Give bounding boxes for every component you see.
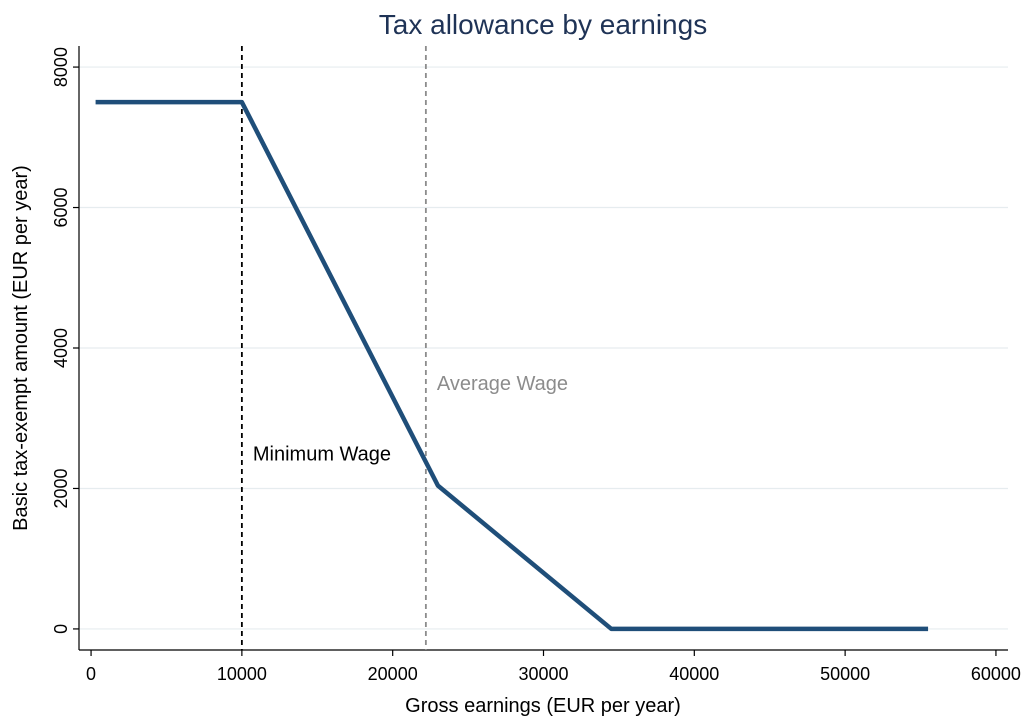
x-tick-label: 0: [86, 664, 96, 684]
chart-title: Tax allowance by earnings: [379, 9, 707, 40]
x-tick-label: 50000: [820, 664, 870, 684]
reference-line-label: Average Wage: [437, 373, 568, 395]
y-tick-label: 0: [51, 624, 71, 634]
y-tick-label: 8000: [51, 47, 71, 87]
x-tick-label: 30000: [518, 664, 568, 684]
x-tick-label: 10000: [217, 664, 267, 684]
series-line: [95, 99, 929, 632]
y-axis-label: Basic tax-exempt amount (EUR per year): [10, 165, 32, 531]
axes: 0 2000 4000 6000 8000 0 10000 20000 30000 40000 50…: [51, 46, 1021, 684]
y-tick-label: 4000: [51, 328, 71, 368]
y-tick-label: 6000: [51, 188, 71, 228]
y-tick-label: 2000: [51, 468, 71, 508]
reference-lines: Minimum Wage Average Wage: [240, 46, 568, 650]
reference-line-label: Minimum Wage: [253, 443, 391, 465]
grid-lines: [79, 66, 1008, 630]
data-series: [95, 99, 929, 632]
x-tick-label: 20000: [368, 664, 418, 684]
x-axis-label: Gross earnings (EUR per year): [405, 695, 681, 717]
x-tick-label: 60000: [971, 664, 1021, 684]
x-tick-label: 40000: [669, 664, 719, 684]
